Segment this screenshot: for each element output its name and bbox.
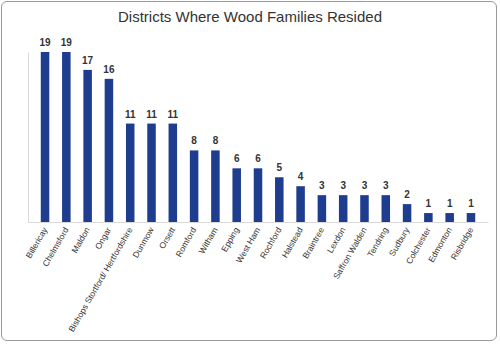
x-tick: Bishops Stortford/ Hertfordshire	[66, 222, 134, 334]
x-tick-label: Lexdon	[325, 225, 348, 254]
x-tick-label: Chelmsford	[40, 225, 71, 268]
x-axis-line	[29, 222, 489, 223]
data-label: 19	[61, 37, 73, 48]
data-label: 11	[168, 109, 179, 120]
x-tick: Maldon	[69, 222, 92, 255]
x-tick: Risbridge	[449, 222, 476, 262]
x-axis: BillericayChelmsfordMaldonOngarBishops S…	[24, 222, 489, 334]
data-label: 1	[426, 198, 432, 209]
x-tick: Dunmow	[130, 222, 156, 260]
x-tick-label: Bishops Stortford/ Hertfordshire	[66, 225, 134, 333]
x-tick: Ongar	[93, 222, 114, 251]
y-axis-line	[28, 53, 29, 223]
x-tick-label: Romford	[173, 225, 198, 258]
data-label: 8	[213, 135, 219, 146]
data-label: 3	[362, 180, 368, 191]
x-tick: Saffron Walden	[331, 222, 369, 281]
x-tick-label: Braintree	[300, 225, 326, 260]
data-label: 4	[298, 171, 304, 182]
x-tick: Lexdon	[325, 222, 348, 255]
bar	[403, 204, 412, 222]
data-label: 3	[340, 180, 346, 191]
y-axis	[28, 53, 29, 223]
data-label: 2	[404, 189, 410, 200]
x-tick: Witham	[197, 222, 220, 255]
data-label: 17	[82, 55, 94, 66]
bar	[318, 195, 327, 222]
x-tick: Epping	[219, 222, 241, 253]
x-tick-label: West Ham	[234, 225, 262, 264]
bars	[41, 52, 475, 222]
bar	[169, 124, 178, 222]
bar	[147, 124, 156, 222]
bar	[62, 52, 71, 222]
bar	[41, 52, 50, 222]
data-label: 5	[277, 162, 283, 173]
data-label: 8	[191, 135, 197, 146]
x-tick-label: Saffron Walden	[331, 225, 369, 281]
x-tick-label: Epping	[219, 225, 241, 253]
x-tick-label: Dunmow	[130, 225, 156, 260]
data-label: 11	[125, 109, 136, 120]
bar	[83, 70, 92, 222]
x-tick-label: Ongar	[93, 225, 114, 251]
data-labels: 1919171611111188665433332111	[39, 37, 474, 209]
data-label: 1	[447, 198, 453, 209]
x-tick: Orsett	[157, 222, 178, 251]
data-label: 11	[146, 109, 157, 120]
bar	[190, 150, 199, 222]
data-label: 19	[39, 37, 51, 48]
bar	[105, 79, 114, 222]
data-label: 6	[255, 153, 261, 164]
chart-title: Districts Where Wood Families Resided	[118, 8, 382, 25]
chart: Districts Where Wood Families Resided 19 1…	[0, 0, 500, 344]
x-tick: Chelmsford	[40, 222, 71, 268]
bar	[445, 213, 454, 222]
data-label: 16	[103, 64, 115, 75]
frame	[1, 1, 497, 341]
bar	[296, 186, 305, 222]
bar	[211, 150, 220, 222]
data-label: 1	[468, 198, 474, 209]
data-label: 3	[319, 180, 325, 191]
x-tick: Romford	[173, 222, 198, 259]
bar	[339, 195, 348, 222]
bar	[360, 195, 369, 222]
x-tick: Braintree	[300, 222, 326, 260]
bar	[424, 213, 433, 222]
bar	[467, 213, 476, 222]
x-tick: West Ham	[234, 222, 262, 265]
bar	[232, 168, 241, 222]
x-tick-label: Maldon	[69, 225, 92, 254]
bar	[382, 195, 391, 222]
x-tick-label: Orsett	[157, 225, 178, 251]
data-label: 6	[234, 153, 240, 164]
x-tick-label: Witham	[197, 225, 220, 255]
bar	[126, 124, 135, 222]
data-label: 3	[383, 180, 389, 191]
x-tick-label: Risbridge	[449, 225, 476, 261]
bar	[275, 177, 284, 222]
bar	[254, 168, 263, 222]
